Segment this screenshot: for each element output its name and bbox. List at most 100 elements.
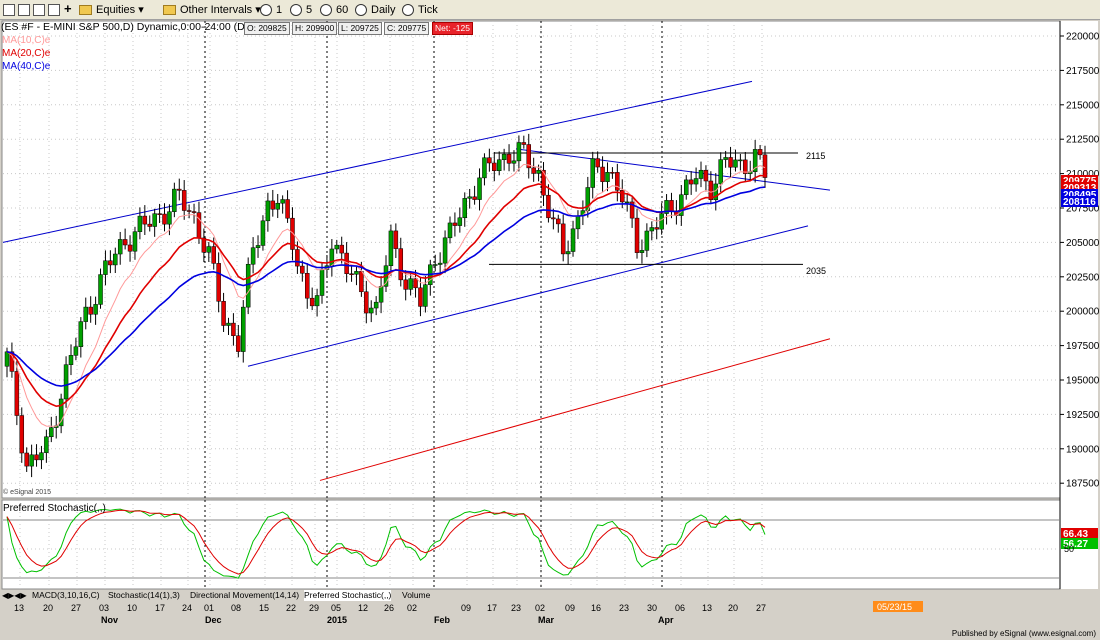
- candle: [703, 169, 709, 182]
- tab-macd[interactable]: MACD(3,10,16,C): [32, 590, 100, 600]
- price-badge: [1061, 182, 1098, 193]
- candle: [432, 264, 438, 266]
- date-tick-label: 05: [331, 603, 341, 613]
- date-tick-label: 15: [259, 603, 269, 613]
- date-tick-label: 02: [535, 603, 545, 613]
- candle: [442, 237, 448, 264]
- indicator-title: Preferred Stochastic(,,): [3, 503, 106, 514]
- equities-menu[interactable]: Equities ▾: [96, 4, 144, 16]
- price-badge-label: 209313: [1063, 183, 1097, 194]
- link-icon[interactable]: [48, 4, 60, 16]
- legend-ma10: MA(10,C)e: [2, 35, 51, 46]
- candle: [245, 263, 251, 308]
- month-label: Mar: [538, 615, 555, 625]
- candle: [181, 190, 187, 211]
- month-label: Nov: [101, 615, 118, 625]
- price-badge-label: 208116: [1063, 197, 1096, 208]
- candle: [122, 239, 128, 246]
- candle: [413, 278, 418, 289]
- candle: [447, 222, 453, 239]
- interval-5-button[interactable]: 5: [306, 4, 313, 16]
- candle: [68, 355, 74, 365]
- date-tick-label: 01: [204, 603, 214, 613]
- date-tick-label: 22: [286, 603, 296, 613]
- candle: [620, 190, 625, 203]
- tab-preferred-stochastic[interactable]: Preferred Stochastic(,,): [304, 590, 392, 601]
- date-axis: 13 20 27 03 10 17 24 01 08 15 22 29 05 12 26 02 09 17 23 02…: [14, 603, 766, 625]
- tab-nav-arrows[interactable]: ◀▶◀▶: [2, 591, 27, 600]
- candle: [605, 172, 610, 182]
- tab-volume[interactable]: Volume: [402, 590, 431, 600]
- interval-tick-button[interactable]: Tick: [418, 4, 438, 16]
- interval-60-button[interactable]: 60: [336, 4, 349, 16]
- candle: [83, 306, 89, 322]
- candle: [698, 169, 704, 179]
- price-badge: [1061, 175, 1098, 186]
- other-intervals-menu[interactable]: Other Intervals ▾: [180, 4, 261, 16]
- candle: [364, 291, 369, 314]
- candle: [688, 179, 694, 185]
- page-icon[interactable]: [18, 4, 30, 16]
- add-icon[interactable]: +: [64, 1, 72, 16]
- chart-icon[interactable]: [3, 4, 15, 16]
- month-label: Feb: [434, 615, 451, 625]
- candle: [265, 200, 271, 222]
- candle: [157, 213, 162, 215]
- interval-1-button[interactable]: 1: [276, 4, 283, 16]
- price-tick-label: 192500: [1066, 410, 1100, 421]
- candle: [177, 188, 182, 191]
- price-tick-label: 220000: [1066, 32, 1100, 43]
- date-tick-label: 10: [127, 603, 137, 613]
- open-value: O: 209825: [244, 22, 290, 35]
- candle: [275, 202, 280, 210]
- clock-icon: [355, 4, 367, 16]
- candle: [393, 230, 399, 249]
- candle: [29, 454, 34, 467]
- date-tick-label: 20: [43, 603, 53, 613]
- folder-icon[interactable]: [79, 5, 92, 15]
- candle: [516, 142, 522, 162]
- candle: [137, 215, 143, 232]
- candle: [241, 306, 246, 352]
- stochastic-d-line: [6, 509, 766, 575]
- candle: [679, 194, 684, 216]
- candle: [472, 196, 477, 200]
- candle: [290, 217, 295, 250]
- moving-averages: [6, 163, 766, 427]
- tab-directional-movement[interactable]: Directional Movement(14,14): [190, 590, 300, 600]
- candle: [418, 287, 423, 307]
- candle: [511, 160, 517, 164]
- candle: [221, 301, 226, 326]
- candle: [492, 162, 497, 171]
- candle: [34, 454, 39, 461]
- toolbar: + Equities ▾ Other Intervals ▾ 1 5 60 Da…: [0, 0, 1100, 20]
- candle: [388, 230, 394, 267]
- date-tick-label: 17: [155, 603, 165, 613]
- candle: [639, 250, 645, 253]
- candle: [403, 279, 408, 290]
- folder-icon[interactable]: [163, 5, 176, 15]
- price-badge: [1061, 196, 1098, 207]
- grid-icon[interactable]: [33, 4, 45, 16]
- candle: [487, 157, 492, 164]
- date-tick-label: 02: [407, 603, 417, 613]
- stoch-badge-label: 56.27: [1063, 539, 1088, 550]
- interval-daily-button[interactable]: Daily: [371, 4, 396, 16]
- candle: [152, 213, 157, 227]
- price-tick-label: 202500: [1066, 272, 1100, 283]
- date-tick-label: 06: [675, 603, 685, 613]
- candle: [349, 273, 354, 275]
- candle: [624, 201, 630, 204]
- candle: [300, 265, 305, 274]
- high-value: H: 209900: [292, 22, 338, 35]
- date-tick-label: 08: [231, 603, 241, 613]
- date-badge: 05/23/15: [877, 602, 912, 612]
- moving-average-line: [6, 163, 766, 427]
- candle: [575, 215, 581, 230]
- candle: [44, 436, 49, 453]
- resistance-label: 2115: [806, 151, 825, 161]
- tab-stochastic[interactable]: Stochastic(14(1),3): [108, 590, 180, 600]
- candle: [88, 306, 93, 315]
- candle: [762, 154, 768, 178]
